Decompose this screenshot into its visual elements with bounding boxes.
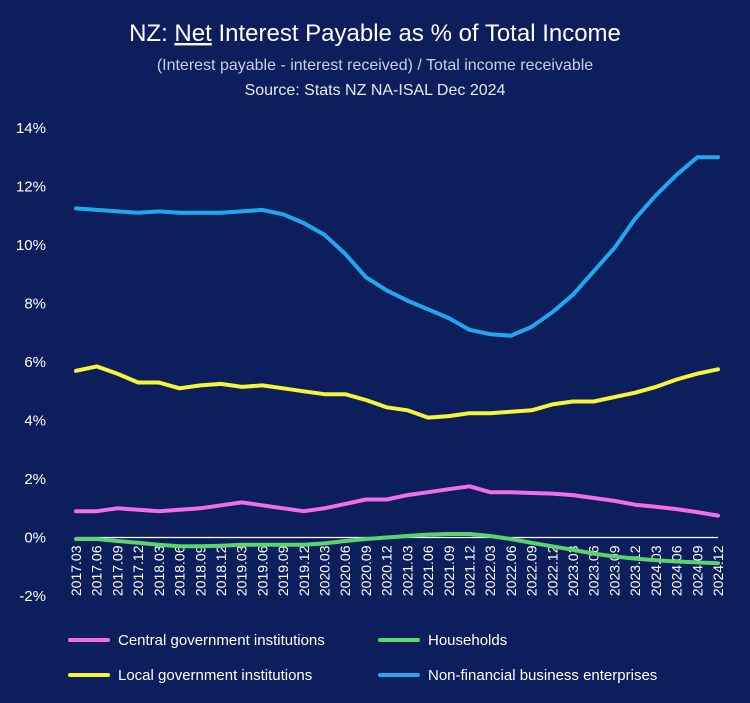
x-tick-label: 2020.03	[317, 545, 333, 596]
x-tick-label: 2024.12	[710, 545, 726, 596]
x-tick-label: 2021.09	[441, 545, 457, 596]
y-tick-label: -2%	[19, 588, 46, 605]
x-tick-label: 2019.09	[275, 545, 291, 596]
y-tick-label: 4%	[24, 413, 46, 430]
y-tick-label: 6%	[24, 354, 46, 371]
legend-label-0: Central government institutions	[118, 632, 325, 649]
x-tick-label: 2022.09	[524, 545, 540, 596]
x-tick-label: 2021.12	[461, 545, 477, 596]
x-tick-label: 2024.03	[648, 545, 664, 596]
series-line-0	[74, 484, 720, 518]
legend-label-2: Local government institutions	[118, 667, 312, 684]
series-line-3	[74, 155, 720, 338]
chart-title-suffix: Interest Payable as % of Total Income	[212, 20, 621, 47]
x-tick-label: 2017.12	[130, 545, 146, 596]
y-tick-label: 0%	[24, 530, 46, 547]
x-tick-label: 2021.03	[399, 545, 415, 596]
series-line-2	[74, 364, 720, 420]
x-tick-label: 2022.06	[503, 545, 519, 596]
x-axis: 2017.03 2017.06 2017.09 2017.12 2018.03 2018.…	[68, 545, 726, 596]
x-tick-label: 2018.03	[151, 545, 167, 596]
x-tick-label: 2017.09	[109, 545, 125, 596]
x-tick-label: 2023.06	[586, 545, 602, 596]
y-tick-label: 2%	[24, 471, 46, 488]
chart-title-underlined: Net	[174, 20, 212, 47]
y-tick-label: 10%	[16, 237, 46, 254]
x-tick-label: 2022.03	[482, 545, 498, 596]
x-tick-label: 2020.09	[358, 545, 374, 596]
series-lines	[74, 155, 720, 566]
x-tick-label: 2019.06	[254, 545, 270, 596]
x-tick-label: 2023.03	[565, 545, 581, 596]
legend-label-3: Non-financial business enterprises	[428, 667, 657, 684]
y-tick-label: 12%	[16, 179, 46, 196]
legend: Central government institutions Household…	[68, 632, 657, 684]
x-tick-label: 2021.06	[420, 545, 436, 596]
x-tick-label: 2024.06	[669, 545, 685, 596]
x-tick-label: 2022.12	[544, 545, 560, 596]
x-tick-label: 2020.12	[379, 545, 395, 596]
x-tick-label: 2018.06	[172, 545, 188, 596]
x-tick-label: 2017.06	[89, 545, 105, 596]
y-tick-label: 14%	[16, 120, 46, 137]
series-line-1	[74, 532, 720, 566]
x-tick-label: 2018.12	[213, 545, 229, 596]
y-tick-label: 8%	[24, 296, 46, 313]
chart-title-prefix: NZ:	[129, 20, 174, 47]
x-tick-label: 2020.06	[337, 545, 353, 596]
chart-title: NZ: Net Interest Payable as % of Total I…	[129, 20, 621, 47]
x-tick-label: 2017.03	[68, 545, 84, 596]
x-tick-label: 2024.09	[689, 545, 705, 596]
chart-source: Source: Stats NZ NA-ISAL Dec 2024	[245, 82, 506, 99]
chart-subtitle: (Interest payable - interest received) /…	[157, 57, 593, 74]
x-tick-label: 2019.12	[296, 545, 312, 596]
y-axis: 14% 12% 10% 8% 6% 4% 2% 0% -2%	[16, 120, 46, 605]
x-tick-label: 2018.09	[192, 545, 208, 596]
x-tick-label: 2023.09	[606, 545, 622, 596]
x-tick-label: 2023.12	[627, 545, 643, 596]
x-tick-label: 2019.03	[234, 545, 250, 596]
legend-label-1: Households	[428, 632, 507, 649]
